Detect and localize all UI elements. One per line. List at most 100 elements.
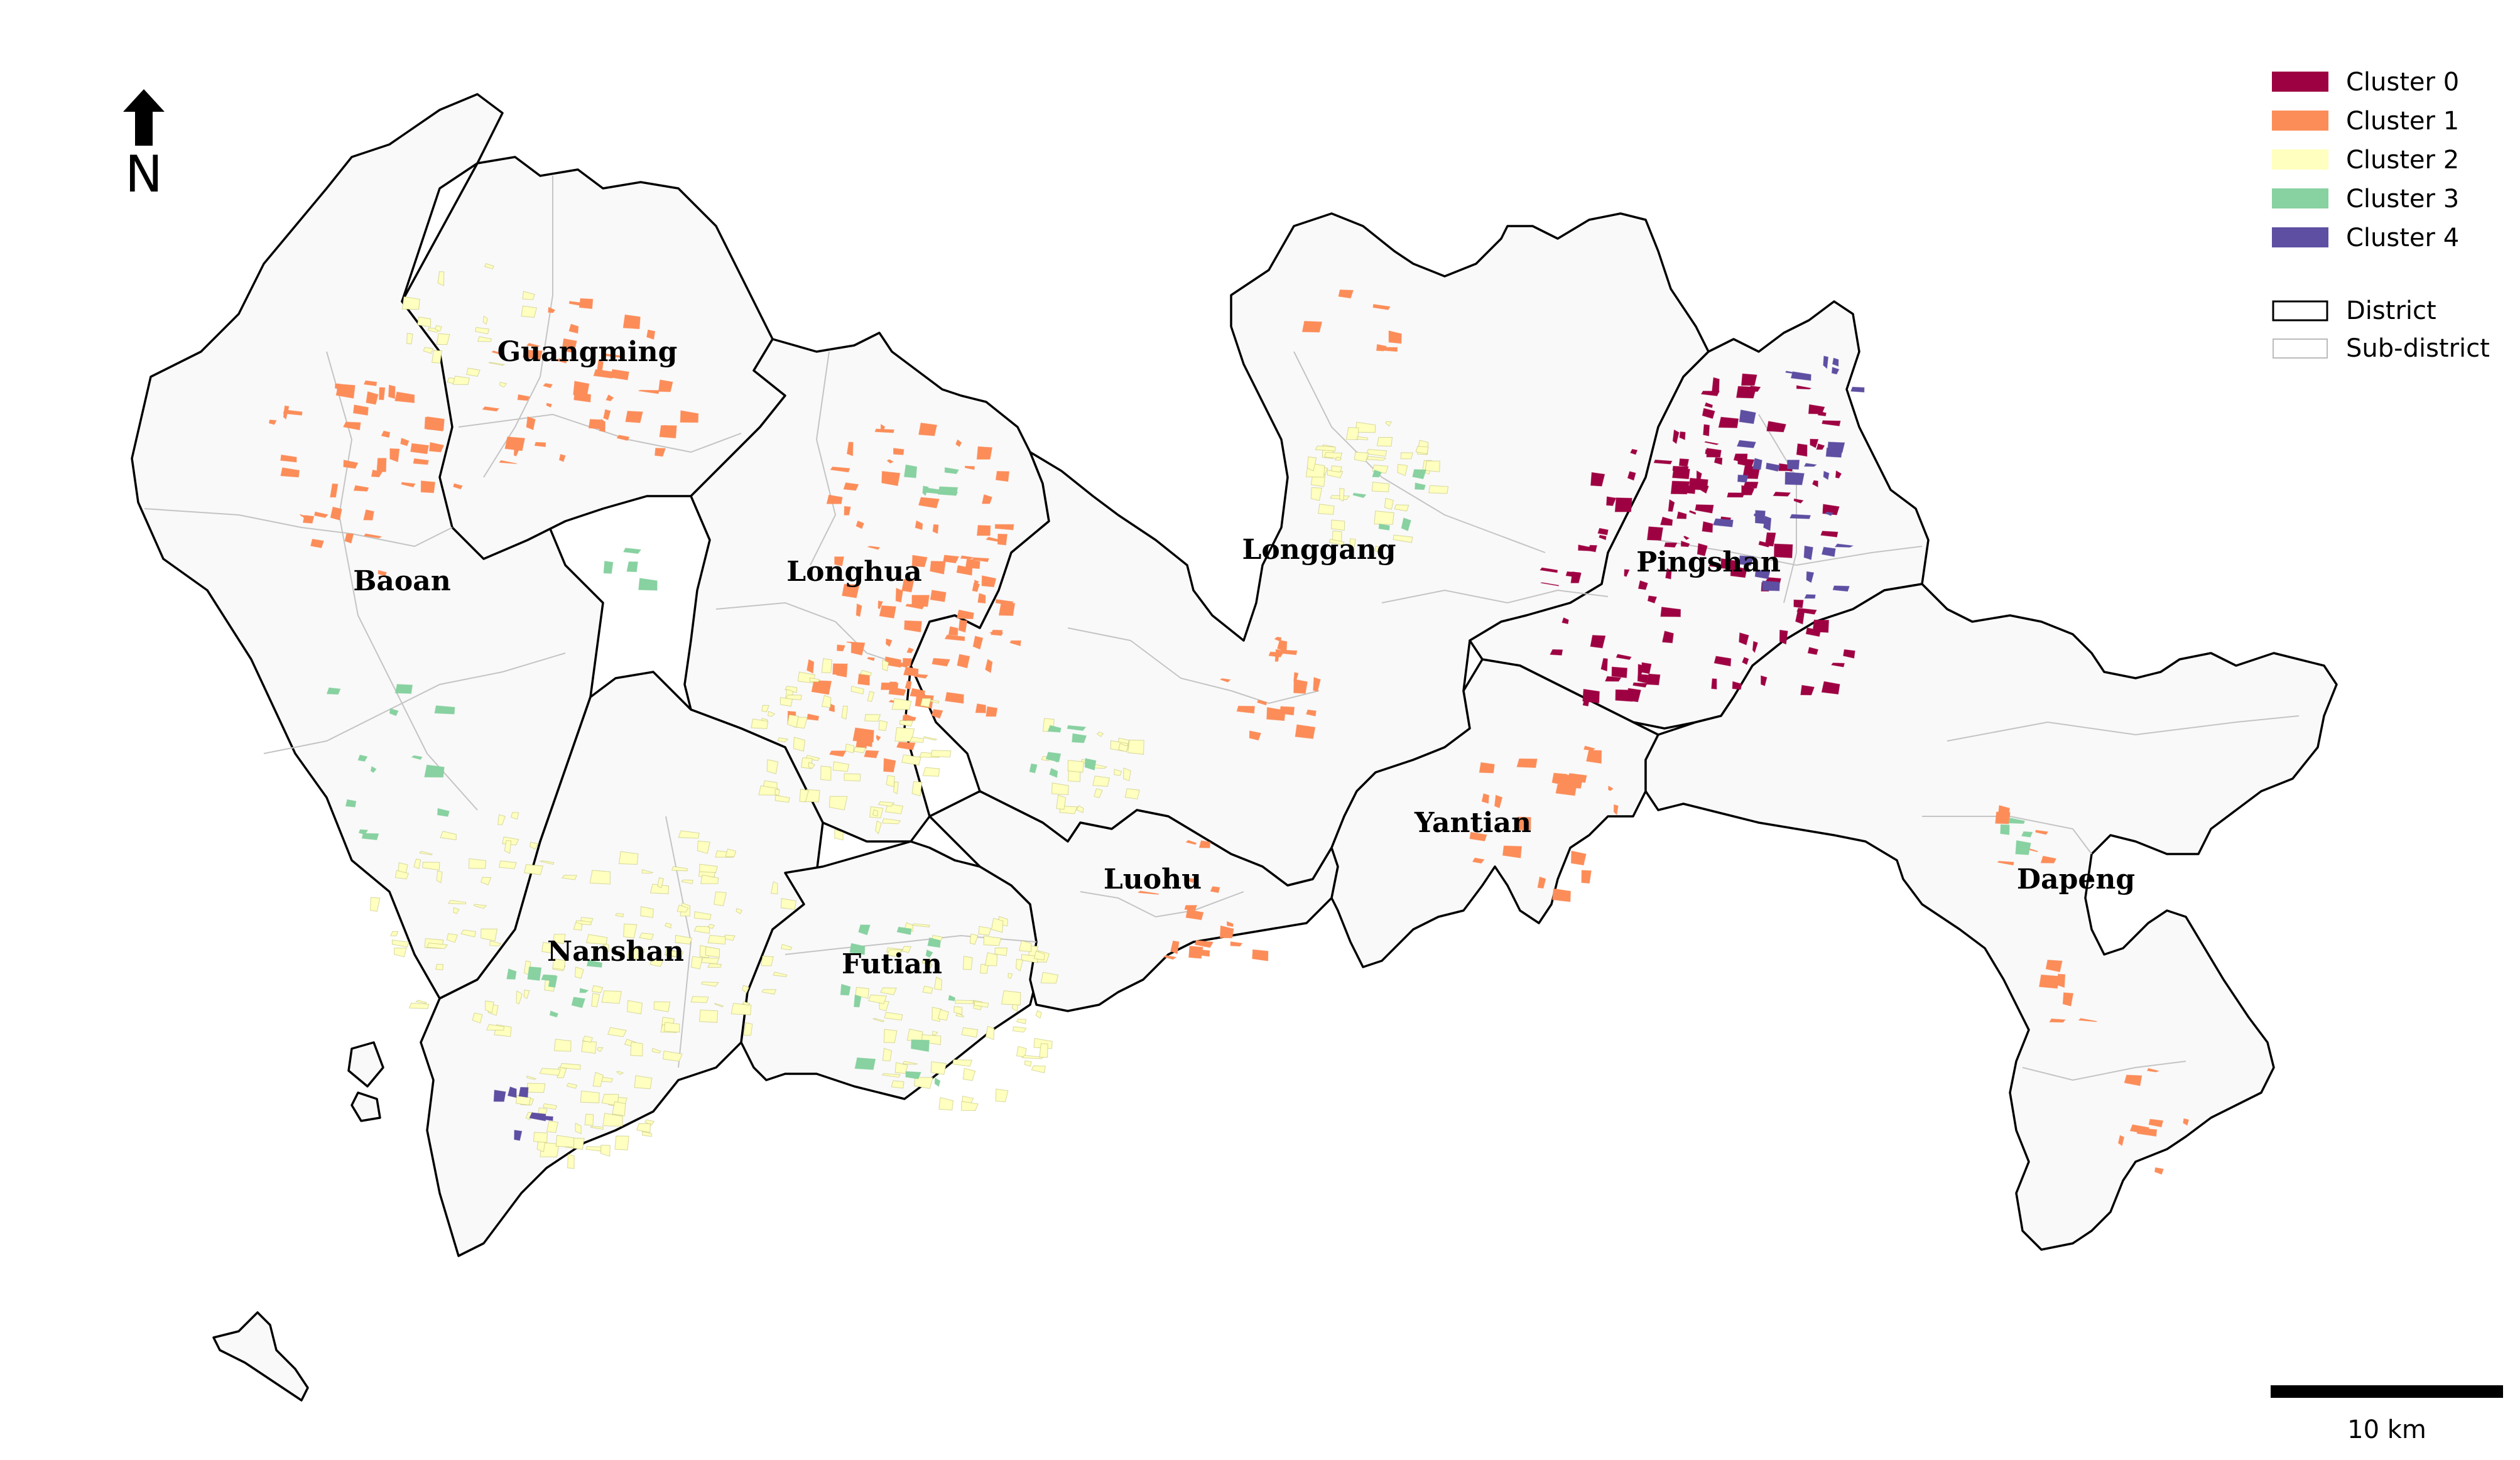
cluster-patch xyxy=(557,358,568,364)
cluster-patch xyxy=(962,1068,976,1081)
cluster-patch xyxy=(700,874,719,884)
cluster-patch xyxy=(1646,526,1663,541)
cluster-patch xyxy=(2056,973,2066,988)
cluster-patch xyxy=(1821,681,1840,695)
cluster-patch xyxy=(580,917,594,923)
cluster-patch xyxy=(493,1090,506,1102)
cluster-patch xyxy=(400,438,410,446)
cluster-patch xyxy=(1832,585,1850,592)
sub-district-lines xyxy=(144,176,2300,1081)
cluster-patch xyxy=(1056,794,1067,810)
cluster-patch xyxy=(1170,940,1180,954)
north-label: N xyxy=(125,145,163,203)
cluster-patch xyxy=(1067,760,1084,773)
cluster-patch xyxy=(978,926,991,936)
cluster-patch xyxy=(1630,448,1638,455)
cluster-patch xyxy=(1565,571,1581,578)
cluster-patch xyxy=(1198,840,1211,848)
cluster-patch xyxy=(484,262,494,269)
cluster-patch xyxy=(1210,886,1220,894)
cluster-patch xyxy=(526,416,536,431)
cluster-patch xyxy=(2129,1124,2150,1134)
cluster-patch xyxy=(641,869,654,874)
cluster-patch xyxy=(585,934,608,945)
cluster-patch xyxy=(1334,457,1342,461)
cluster-patch xyxy=(376,458,387,472)
cluster-patch xyxy=(1834,543,1854,548)
cluster-patch xyxy=(2000,824,2010,835)
cluster-patch xyxy=(401,296,420,310)
cluster-patch xyxy=(1185,840,1197,845)
cluster-patch xyxy=(872,1018,885,1022)
cluster-patch xyxy=(884,1012,903,1021)
cluster-patch xyxy=(885,638,893,647)
cluster-patch xyxy=(768,711,776,717)
cluster-patch xyxy=(579,988,589,993)
cluster-patch xyxy=(893,448,904,455)
cluster-patch xyxy=(1371,482,1390,492)
cluster-patch xyxy=(965,558,980,570)
cluster-patch xyxy=(541,941,553,954)
cluster-patch xyxy=(1137,890,1160,895)
cluster-patch xyxy=(1997,804,2010,818)
cluster-patch xyxy=(930,1061,947,1075)
cluster-patch xyxy=(482,406,500,412)
cluster-patch xyxy=(1009,640,1021,647)
cluster-patch xyxy=(597,1047,604,1052)
cluster-patch xyxy=(453,907,460,914)
cluster-patch xyxy=(1676,511,1687,519)
cluster-patch xyxy=(394,684,413,695)
cluster-patch xyxy=(880,987,897,995)
cluster-patch xyxy=(357,754,368,762)
north-arrow-icon xyxy=(123,89,165,146)
cluster-patch xyxy=(542,1103,557,1110)
cluster-patch xyxy=(1739,555,1754,566)
cluster-patch xyxy=(944,467,959,475)
legend-swatch-district xyxy=(2272,300,2328,322)
district-dapeng xyxy=(1644,583,2338,1251)
cluster-patch xyxy=(914,1077,933,1090)
cluster-patch xyxy=(690,956,703,970)
cluster-patch xyxy=(1611,666,1628,678)
cluster-patch xyxy=(850,686,864,695)
cluster-patch xyxy=(1700,483,1709,494)
cluster-patch xyxy=(313,511,329,518)
cluster-patch xyxy=(902,715,917,722)
cluster-patch xyxy=(653,1001,671,1012)
cluster-patch xyxy=(540,1142,560,1157)
legend-swatch-cluster-3 xyxy=(2272,188,2328,208)
legend-label-sub-district: Sub-district xyxy=(2346,334,2490,363)
cluster-patch xyxy=(665,922,671,929)
cluster-patch xyxy=(529,841,539,850)
cluster-patch xyxy=(1372,469,1382,478)
cluster-patch xyxy=(302,515,315,524)
cluster-patch xyxy=(1537,876,1546,889)
cluster-patch xyxy=(809,677,820,683)
cluster-patch xyxy=(761,989,777,995)
cluster-patch xyxy=(1764,532,1776,547)
cluster-patch xyxy=(705,946,720,958)
cluster-patch xyxy=(934,1077,941,1088)
cluster-patch xyxy=(1762,580,1780,592)
cluster-patch xyxy=(1374,511,1394,525)
cluster-patch xyxy=(976,524,991,536)
cluster-patch xyxy=(927,937,941,948)
cluster-patch xyxy=(1551,888,1572,902)
cluster-patch xyxy=(811,680,832,695)
cluster-patch xyxy=(1661,630,1674,644)
cluster-patch xyxy=(342,421,361,431)
cluster-patch xyxy=(499,382,508,388)
cluster-patch xyxy=(1033,950,1045,961)
cluster-patch xyxy=(2078,1018,2098,1022)
cluster-patch xyxy=(555,1135,575,1148)
cluster-patch xyxy=(401,482,416,488)
cluster-patch xyxy=(1354,452,1369,462)
cluster-patch xyxy=(2008,818,2026,825)
cluster-patch xyxy=(785,695,802,701)
cluster-patch xyxy=(639,933,654,941)
cluster-patch xyxy=(1187,877,1195,884)
cluster-patch xyxy=(446,933,458,943)
cluster-patch xyxy=(697,840,710,854)
cluster-patch xyxy=(525,1111,533,1120)
